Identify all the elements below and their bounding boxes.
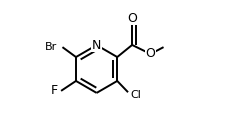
Text: F: F	[50, 84, 57, 97]
Text: Br: Br	[45, 42, 57, 52]
Text: O: O	[127, 12, 136, 25]
Text: Cl: Cl	[130, 90, 141, 100]
Text: N: N	[92, 39, 101, 52]
Text: O: O	[145, 47, 155, 60]
